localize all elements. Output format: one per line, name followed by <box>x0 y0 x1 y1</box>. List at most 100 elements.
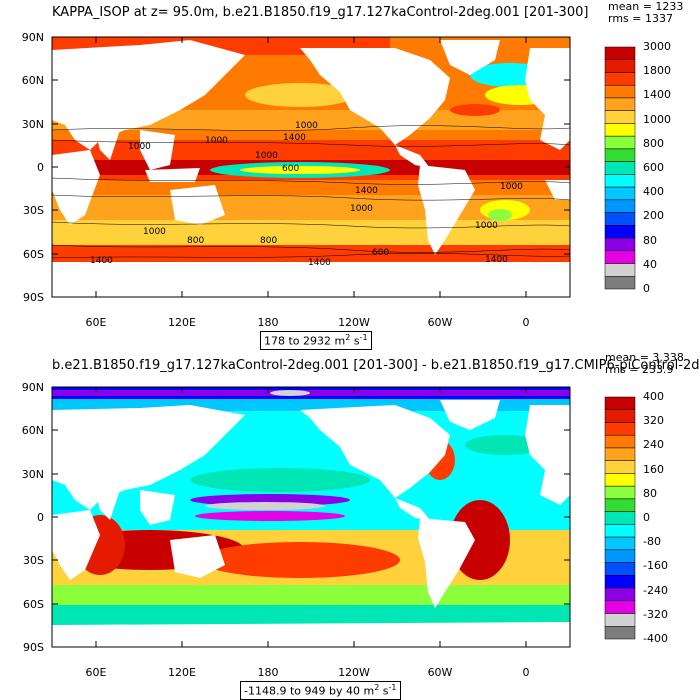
panel1-rms: rms = 1337 <box>608 12 673 25</box>
contour-label: 1400 <box>308 258 331 268</box>
panel2-rms: rms = 233.9 <box>605 363 674 376</box>
contour-label: 1400 <box>90 256 113 266</box>
panel1-range-tail: s <box>350 334 360 348</box>
contour-label: 1000 <box>205 136 228 146</box>
colorbar-swatch <box>604 110 636 124</box>
colorbar-label: 1800 <box>643 64 671 78</box>
panel1-lon-60w: 60W <box>427 316 453 329</box>
panel1-lat-90n: 90N <box>21 31 44 44</box>
colorbar-label: -400 <box>643 632 668 645</box>
panel2-title: b.e21.B1850.f19_g17.127kaControl-2deg.00… <box>52 358 700 373</box>
colorbar-label: 400 <box>643 390 664 403</box>
colorbar-swatch <box>604 59 636 73</box>
colorbar-swatch <box>604 600 636 614</box>
colorbar-label: 40 <box>643 257 657 271</box>
contour-label: 1000 <box>295 121 318 131</box>
colorbar-swatch <box>604 434 636 449</box>
colorbar-swatch <box>604 148 636 162</box>
colorbar-swatch <box>604 460 636 474</box>
panel1-lat-60n: 60N <box>21 74 44 87</box>
colorbar-swatch <box>604 97 636 111</box>
colorbar-label: 1000 <box>643 112 671 126</box>
panel1-mean: mean = 1233 <box>608 0 684 13</box>
panel2-lon-180: 180 <box>257 666 279 679</box>
panel1-range-sup: 2 <box>345 333 351 342</box>
contour-label: 1000 <box>500 182 523 192</box>
panel1-lat-0: 0 <box>37 161 44 174</box>
colorbar-swatch <box>604 135 636 150</box>
panel2-lat-30s: 30S <box>23 554 44 567</box>
colorbar-swatch <box>604 409 636 423</box>
colorbar-swatch <box>604 447 636 461</box>
colorbar-label: 320 <box>643 414 664 428</box>
colorbar-swatch <box>604 396 636 410</box>
colorbar-swatch <box>604 237 636 252</box>
panel1-range-label: 178 to 2932 m2 s-1 <box>260 331 372 350</box>
panel2-lon-0: 0 <box>522 666 530 679</box>
panel1-map: 1000 1000 1000 1000 1000 1400 1400 1400 … <box>51 36 571 298</box>
colorbar-swatch <box>604 473 636 487</box>
colorbar-swatch <box>604 225 636 239</box>
colorbar-label: 3000 <box>643 40 671 53</box>
panel1-lon-120e: 120E <box>168 316 196 329</box>
contour-label: 1000 <box>350 204 373 214</box>
colorbar-swatch <box>604 549 636 563</box>
colorbar-label: -240 <box>643 583 668 597</box>
contour-label: 600 <box>372 248 389 258</box>
colorbar-swatch <box>604 161 636 175</box>
panel2-lat-90s: 90S <box>23 641 44 654</box>
panel2-range-main: -1148.9 to 949 by 40 m <box>244 684 375 698</box>
colorbar-swatch <box>604 46 636 60</box>
contour-label: 1000 <box>475 221 498 231</box>
panel2-lat-30n: 30N <box>21 468 44 481</box>
panel2-range-tail-sup: -1 <box>388 683 397 692</box>
contour-label: 800 <box>187 236 204 246</box>
colorbar-label: 800 <box>643 136 664 150</box>
colorbar-label: 1400 <box>643 88 671 102</box>
colorbar-swatch <box>604 511 636 525</box>
colorbar-label: 600 <box>643 161 664 174</box>
panel1-lon-180: 180 <box>257 316 279 329</box>
panel1-range-tail-sup: -1 <box>359 333 368 342</box>
colorbar-swatch <box>604 485 636 500</box>
colorbar-label: 200 <box>643 209 664 223</box>
panel1-lat-30s: 30S <box>23 204 44 217</box>
colorbar-label: -160 <box>643 559 668 573</box>
panel2-lon-60w: 60W <box>427 666 453 679</box>
colorbar-label: 240 <box>643 438 664 452</box>
colorbar-swatch <box>604 524 636 538</box>
colorbar-swatch <box>604 72 636 86</box>
panel2-lat-60n: 60N <box>21 424 44 437</box>
panel2-lon-120e: 120E <box>168 666 196 679</box>
panel2-map <box>51 386 571 648</box>
panel1-colorbar <box>604 46 636 290</box>
colorbar-swatch <box>604 276 636 290</box>
colorbar-label: 0 <box>643 282 650 295</box>
panel2-lat-0: 0 <box>37 511 44 524</box>
panel2-lat-60s: 60S <box>23 598 44 611</box>
colorbar-swatch <box>604 186 636 201</box>
panel1-lat-90s: 90S <box>23 291 44 304</box>
panel1-lon-0: 0 <box>522 316 530 329</box>
colorbar-label: 400 <box>643 185 664 199</box>
colorbar-swatch <box>604 626 636 640</box>
panel2-range-sup: 2 <box>374 683 380 692</box>
colorbar-swatch <box>604 536 636 551</box>
panel1-range-main: 178 to 2932 m <box>264 334 346 348</box>
colorbar-swatch <box>604 84 636 99</box>
contour-label: 1400 <box>283 133 306 143</box>
contour-label: 1400 <box>355 186 378 196</box>
colorbar-label: 80 <box>643 486 657 500</box>
colorbar-swatch <box>604 212 636 226</box>
colorbar-label: -320 <box>643 607 668 621</box>
panel2-lon-60e: 60E <box>85 666 107 679</box>
panel2-mean: mean = 3.338 <box>605 351 684 364</box>
panel2-range-label: -1148.9 to 949 by 40 m2 s-1 <box>240 681 401 700</box>
colorbar-label: -80 <box>643 535 661 549</box>
contour-label: 1400 <box>485 255 508 265</box>
panel1-lat-60s: 60S <box>23 248 44 261</box>
panel2-range-tail: s <box>379 684 389 698</box>
contour-label: 1000 <box>255 151 278 161</box>
contour-label: 600 <box>282 164 299 174</box>
panel2-colorbar <box>604 396 636 640</box>
